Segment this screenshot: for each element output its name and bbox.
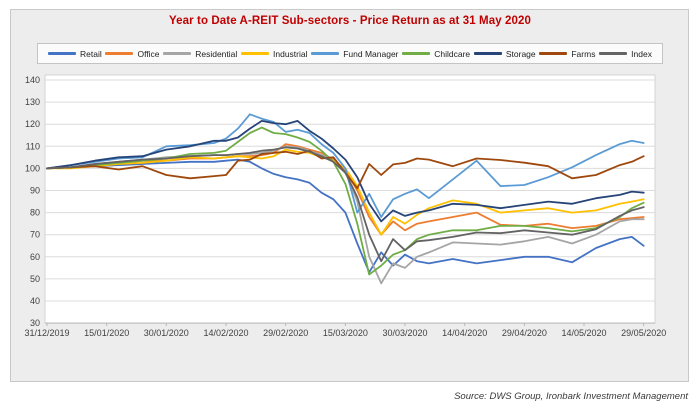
legend-line-swatch-residential (163, 52, 192, 55)
legend-item-residential: Residential (163, 49, 237, 59)
legend-label: Residential (195, 48, 238, 59)
x-axis-label: 29/05/2020 (621, 328, 666, 338)
chart-title: Year to Date A-REIT Sub-sectors - Price … (169, 15, 531, 27)
legend-label: Fund Manager (343, 48, 399, 59)
y-axis-label: 90 (30, 186, 40, 196)
source-attribution: Source: DWS Group, Ironbark Investment M… (454, 391, 688, 402)
y-axis-label: 130 (25, 97, 40, 107)
y-axis-label: 40 (30, 296, 40, 306)
legend-label: Childcare (434, 48, 471, 59)
y-axis-label: 60 (30, 252, 40, 262)
legend-label: Industrial (273, 48, 308, 59)
legend-line-swatch-index (599, 52, 628, 55)
y-axis-label: 50 (30, 274, 40, 284)
x-axis-label: 29/02/2020 (263, 328, 308, 338)
legend-item-fund-manager: Fund Manager (311, 48, 399, 59)
series-line-index (46, 146, 645, 263)
legend-line-swatch-retail (48, 52, 76, 55)
legend-label: Farms (571, 48, 596, 59)
legend-line-swatch-industrial (241, 52, 269, 55)
legend-item-childcare: Childcare (402, 49, 470, 59)
legend-item-farms: Farms (539, 49, 595, 59)
y-axis-label: 100 (25, 163, 40, 173)
y-axis-label: 70 (30, 230, 40, 240)
x-axis-label: 29/04/2020 (502, 328, 547, 338)
legend-label: Office (137, 48, 160, 59)
y-axis-label: 30 (30, 318, 40, 328)
x-axis-label: 31/12/2019 (24, 328, 69, 338)
legend-item-industrial: Industrial (241, 49, 308, 59)
series-line-childcare (46, 126, 645, 276)
y-axis-label: 80 (30, 208, 40, 218)
legend-item-retail: Retail (48, 49, 102, 59)
series-line-farms (46, 149, 645, 190)
legend-line-swatch-farms (539, 52, 568, 55)
legend-item-storage: Storage (473, 48, 536, 59)
y-axis-label: 140 (25, 75, 40, 85)
legend-line-swatch-childcare (402, 52, 431, 55)
x-axis-label: 30/01/2020 (144, 328, 189, 338)
legend-line-swatch-office (105, 52, 134, 55)
x-axis-label: 14/05/2020 (561, 328, 606, 338)
x-axis-label: 14/02/2020 (203, 328, 248, 338)
chart-legend: Retail Office Residential Industrial Fund Ma… (37, 43, 663, 64)
series-line-fund-manager (46, 113, 645, 218)
x-axis-label: 15/01/2020 (84, 328, 129, 338)
legend-item-index: Index (599, 49, 652, 59)
legend-line-swatch-fund-manager (311, 52, 340, 55)
legend-item-office: Office (105, 48, 160, 59)
y-axis-label: 120 (25, 119, 40, 129)
x-axis-label: 15/03/2020 (323, 328, 368, 338)
x-axis-label: 30/03/2020 (382, 328, 427, 338)
series-line-retail (46, 158, 645, 274)
legend-label: Storage (505, 48, 536, 59)
x-axis-label: 14/04/2020 (442, 328, 487, 338)
legend-label: Retail (80, 48, 102, 59)
y-axis-label: 110 (26, 141, 40, 151)
series-line-storage (46, 120, 645, 223)
legend-label: Index (631, 48, 652, 59)
legend-line-swatch-storage (473, 52, 502, 55)
